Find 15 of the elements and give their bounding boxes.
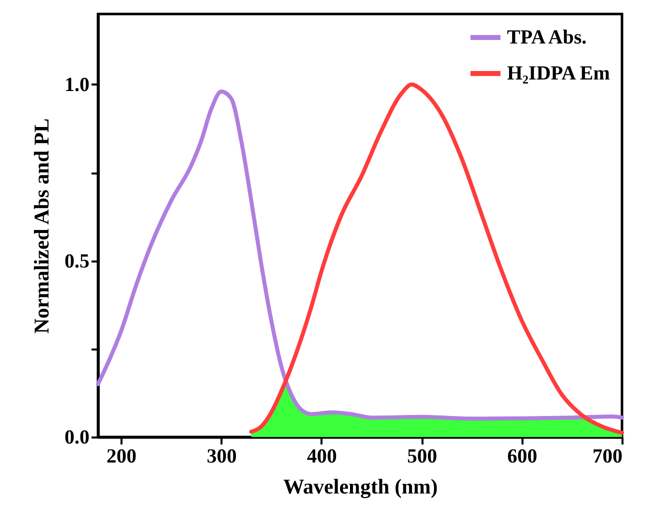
legend-label: TPA Abs. (507, 26, 587, 48)
x-tick-label: 400 (306, 446, 337, 468)
line-series (249, 82, 624, 435)
y-tick-label: 0.5 (64, 250, 90, 272)
x-tick-label: 700 (592, 446, 622, 468)
legend-label: H₂IDPA Em (507, 62, 610, 84)
x-tick-label: 500 (407, 446, 438, 468)
y-tick-label: 1.0 (64, 74, 90, 96)
x-axis-title: Wavelength (nm) (283, 474, 438, 498)
y-tick-label: 0.0 (64, 426, 90, 448)
line-series (96, 90, 624, 421)
x-tick-label: 300 (206, 446, 237, 468)
y-axis-title: Normalized Abs and PL (30, 118, 54, 334)
x-tick-label: 200 (106, 446, 137, 468)
x-tick-label: 600 (507, 446, 538, 468)
